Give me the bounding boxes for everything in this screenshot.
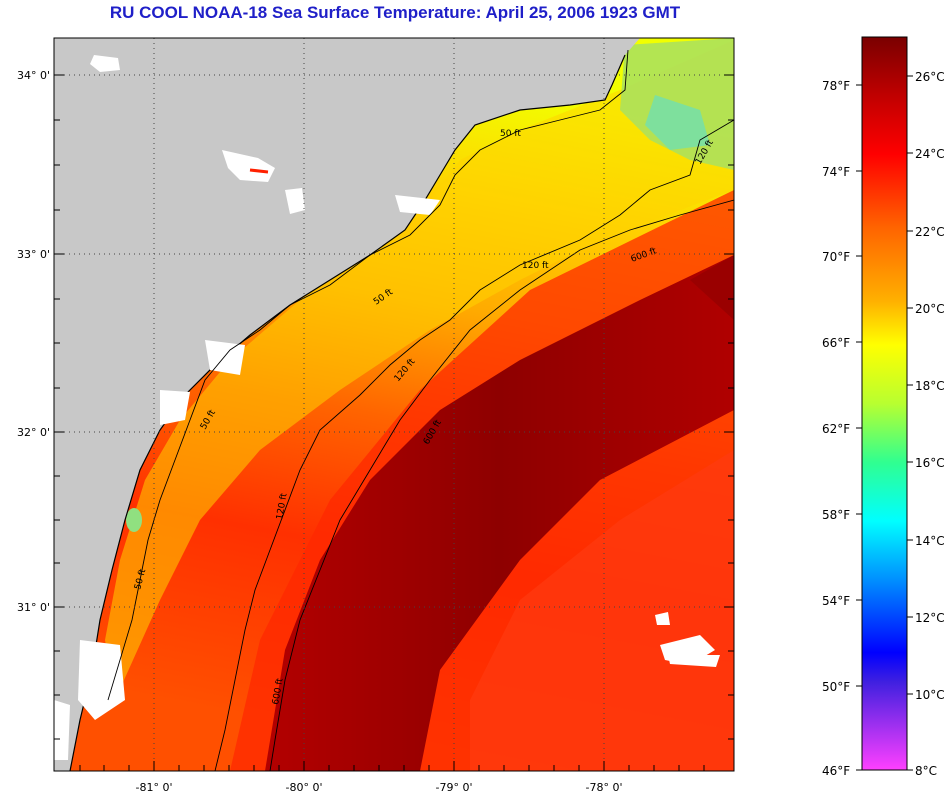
color-scale-ticks xyxy=(856,75,913,771)
celsius-labels: 26°C 24°C 22°C 20°C 18°C 16°C 14°C 12°C … xyxy=(915,70,945,778)
isobath-contours xyxy=(107,49,734,771)
map-title: RU COOL NOAA-18 Sea Surface Temperature:… xyxy=(109,3,681,22)
isobath-label-50-a: 50 ft xyxy=(500,129,521,139)
lon-label-79: -79° 0' xyxy=(436,781,473,794)
cooler-lobe xyxy=(470,450,734,771)
c-label-20: 20°C xyxy=(915,302,945,316)
tick-marks xyxy=(54,74,734,771)
f-label-46: 46°F xyxy=(822,764,850,778)
lon-label-78: -78° 0' xyxy=(586,781,623,794)
lat-label-34: 34° 0' xyxy=(17,69,50,82)
c-label-22: 22°C xyxy=(915,225,945,239)
lon-label-81: -81° 0' xyxy=(136,781,173,794)
color-scale-bar xyxy=(861,36,908,771)
lat-label-31: 31° 0' xyxy=(17,601,50,614)
isobath-label-120-a: 120 ft xyxy=(522,261,549,271)
c-label-12: 12°C xyxy=(915,611,945,625)
f-label-62: 62°F xyxy=(822,422,850,436)
lat-label-32: 32° 0' xyxy=(17,426,50,439)
c-label-16: 16°C xyxy=(915,456,945,470)
f-label-50: 50°F xyxy=(822,680,850,694)
map-frame xyxy=(53,37,735,772)
f-label-78: 78°F xyxy=(822,79,850,93)
cool-patch-core xyxy=(645,95,710,150)
c-label-14: 14°C xyxy=(915,534,945,548)
coastal-spot xyxy=(126,508,142,532)
c-label-18: 18°C xyxy=(915,379,945,393)
c-label-10: 10°C xyxy=(915,688,945,702)
f-label-58: 58°F xyxy=(822,508,850,522)
fahrenheit-labels: 78°F 74°F 70°F 66°F 62°F 58°F 54°F 50°F … xyxy=(822,79,850,778)
cloud-mask xyxy=(54,55,720,760)
land xyxy=(54,38,640,771)
c-label-8: 8°C xyxy=(915,764,937,778)
graticule xyxy=(54,38,734,771)
coastline xyxy=(69,54,626,771)
f-label-66: 66°F xyxy=(822,336,850,350)
c-label-24: 24°C xyxy=(915,147,945,161)
gulf-stream-north xyxy=(690,255,734,320)
shelf-water xyxy=(105,40,734,700)
isobath-label-600-c: 600 ft xyxy=(271,677,286,705)
f-label-54: 54°F xyxy=(822,594,850,608)
isobath-600 xyxy=(269,199,734,771)
gulf-stream-core xyxy=(265,255,734,771)
small-warm-spot xyxy=(249,168,269,174)
isobath-120 xyxy=(214,119,734,771)
f-label-74: 74°F xyxy=(822,165,850,179)
c-label-26: 26°C xyxy=(915,70,945,84)
isobath-label-120-c: 120 ft xyxy=(275,492,290,520)
f-label-70: 70°F xyxy=(822,250,850,264)
lon-label-80: -80° 0' xyxy=(286,781,323,794)
isobath-50 xyxy=(107,49,629,701)
lat-label-33: 33° 0' xyxy=(17,248,50,261)
